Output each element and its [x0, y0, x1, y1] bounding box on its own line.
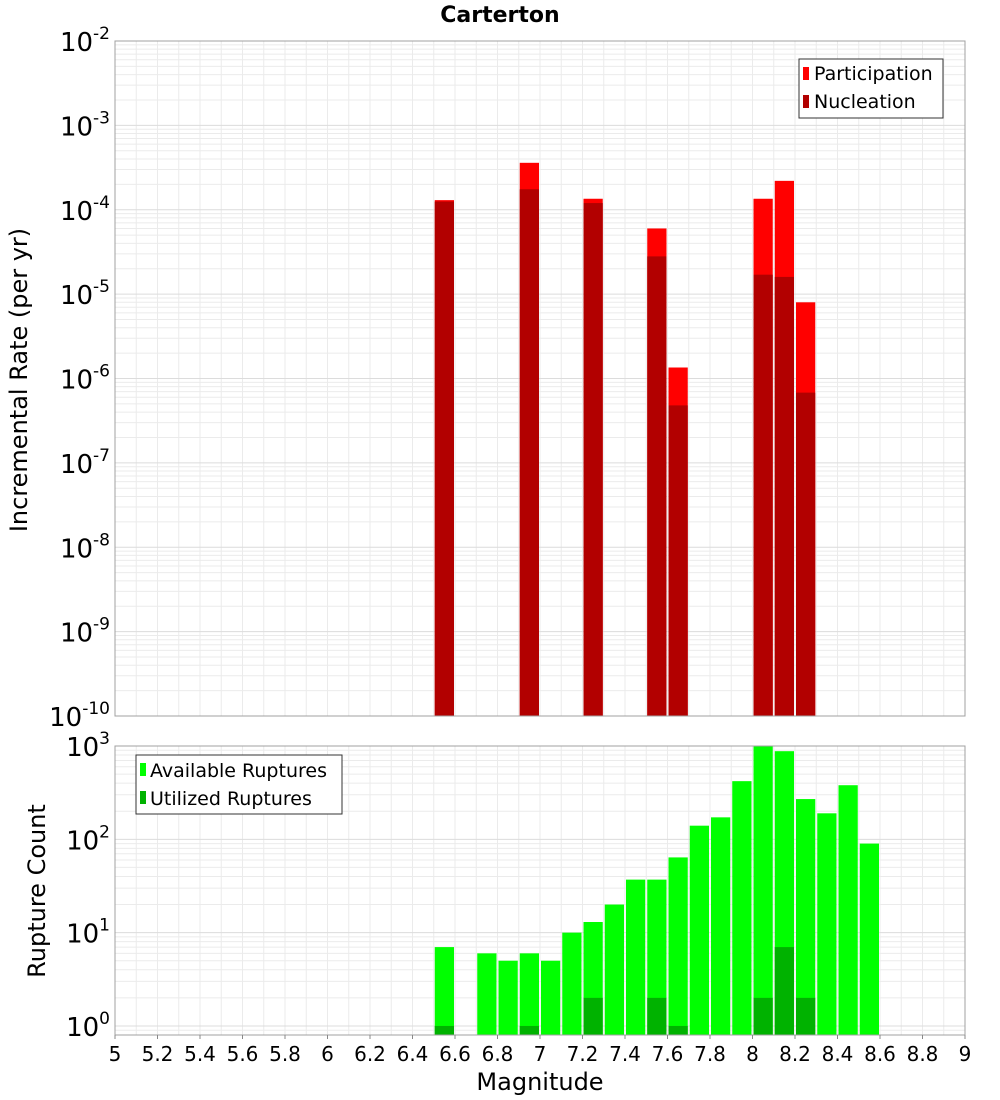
- bar-available-ruptures: [562, 932, 582, 1035]
- y-tick-label: 10-3: [60, 108, 110, 142]
- chart-title: Carterton: [440, 3, 559, 28]
- bottom-y-tick-labels: 100 101 102 103: [66, 729, 110, 1043]
- y-tick-label: 10-5: [60, 277, 110, 311]
- y-tick-label: 100: [66, 1009, 110, 1043]
- bar-nucleation: [774, 276, 794, 716]
- bottom-y-axis-label: Rupture Count: [23, 804, 51, 978]
- bar-available-ruptures: [477, 953, 497, 1035]
- y-tick-label: 102: [66, 822, 110, 856]
- bar-utilized-ruptures: [774, 947, 794, 1035]
- y-tick-label: 10-6: [60, 362, 110, 396]
- bar-available-ruptures: [626, 879, 646, 1035]
- bottom-legend: Available Ruptures Utilized Ruptures: [135, 754, 343, 815]
- x-tick-labels: 5 5.2 5.4 5.6 5.8 6 6.2 6.4 6.6 6.8 7 7.2 7.4 7.6 7.8 8…: [109, 1035, 972, 1066]
- top-y-axis-label: Incremental Rate (per yr): [5, 228, 33, 532]
- y-tick-label: 101: [66, 916, 110, 950]
- bar-utilized-ruptures: [668, 1025, 688, 1035]
- x-tick-label: 9: [959, 1042, 972, 1066]
- bar-available-ruptures: [689, 825, 709, 1035]
- bar-available-ruptures: [668, 857, 688, 1035]
- y-tick-label: 10-4: [60, 193, 110, 227]
- bar-nucleation: [519, 189, 539, 717]
- top-plot-bars: [434, 162, 816, 717]
- legend-label-available: Available Ruptures: [150, 760, 327, 782]
- x-tick-label: 6: [321, 1042, 334, 1066]
- bar-available-ruptures: [732, 781, 752, 1035]
- x-tick-label: 8.2: [779, 1042, 811, 1066]
- x-tick-label: 7.2: [567, 1042, 599, 1066]
- x-tick-label: 7.4: [609, 1042, 641, 1066]
- bar-utilized-ruptures: [753, 997, 773, 1035]
- x-tick-label: 7.6: [652, 1042, 684, 1066]
- top-legend: Participation Nucleation: [798, 58, 944, 119]
- bar-utilized-ruptures: [434, 1025, 454, 1035]
- legend-label-nucleation: Nucleation: [814, 91, 916, 113]
- bar-utilized-ruptures: [519, 1025, 539, 1035]
- x-tick-label: 8.4: [822, 1042, 854, 1066]
- x-tick-label: 8.6: [864, 1042, 896, 1066]
- x-tick-label: 7.8: [694, 1042, 726, 1066]
- top-plot-frame: [114, 40, 966, 717]
- bar-utilized-ruptures: [583, 997, 603, 1035]
- y-tick-label: 10-8: [60, 530, 110, 564]
- bar-nucleation: [434, 201, 454, 716]
- x-tick-label: 6.8: [482, 1042, 514, 1066]
- top-y-tick-labels: 10-10 10-9 10-8 10-7 10-6 10-5 10-4 10-3 10-2: [49, 24, 110, 733]
- bar-utilized-ruptures: [647, 997, 667, 1035]
- bar-available-ruptures: [498, 960, 518, 1035]
- bar-available-ruptures: [817, 813, 837, 1035]
- bar-available-ruptures: [434, 947, 454, 1035]
- bar-available-ruptures: [604, 904, 624, 1035]
- bar-utilized-ruptures: [796, 997, 816, 1035]
- x-tick-label: 5: [109, 1042, 122, 1066]
- x-tick-label: 6.4: [397, 1042, 429, 1066]
- bar-available-ruptures: [647, 879, 667, 1035]
- bottom-plot-bars: [434, 746, 879, 1035]
- y-tick-label: 10-7: [60, 446, 110, 480]
- bar-available-ruptures: [859, 843, 879, 1035]
- x-tick-label: 5.2: [142, 1042, 174, 1066]
- bar-nucleation: [583, 203, 603, 716]
- legend-label-utilized: Utilized Ruptures: [150, 788, 312, 810]
- x-tick-label: 8: [746, 1042, 759, 1066]
- bar-available-ruptures: [711, 817, 731, 1035]
- bar-available-ruptures: [838, 785, 858, 1035]
- bar-nucleation: [753, 274, 773, 716]
- legend-label-participation: Participation: [814, 63, 933, 85]
- bar-available-ruptures: [541, 960, 561, 1035]
- bar-nucleation: [668, 405, 688, 716]
- x-tick-label: 6.2: [354, 1042, 386, 1066]
- y-tick-label: 10-10: [49, 699, 110, 733]
- top-legend-box: [798, 58, 944, 119]
- bar-nucleation: [647, 256, 667, 716]
- x-tick-label: 5.6: [227, 1042, 259, 1066]
- legend-swatch-participation: [803, 67, 809, 80]
- y-tick-label: 103: [66, 729, 110, 763]
- bar-nucleation: [796, 392, 816, 716]
- x-tick-label: 5.8: [269, 1042, 301, 1066]
- x-tick-label: 7: [534, 1042, 547, 1066]
- legend-swatch-available: [140, 763, 146, 776]
- x-tick-label: 6.6: [439, 1042, 471, 1066]
- y-tick-label: 10-2: [60, 24, 110, 58]
- bar-available-ruptures: [796, 799, 816, 1035]
- x-tick-label: 8.8: [907, 1042, 939, 1066]
- bar-available-ruptures: [753, 746, 773, 1035]
- x-axis-label: Magnitude: [476, 1068, 603, 1096]
- legend-swatch-utilized: [140, 791, 146, 804]
- x-tick-label: 5.4: [184, 1042, 216, 1066]
- bottom-legend-box: [135, 754, 343, 815]
- y-tick-label: 10-9: [60, 615, 110, 649]
- top-plot-grid: [114, 40, 966, 717]
- bar-available-ruptures: [519, 953, 539, 1035]
- legend-swatch-nucleation: [803, 95, 809, 108]
